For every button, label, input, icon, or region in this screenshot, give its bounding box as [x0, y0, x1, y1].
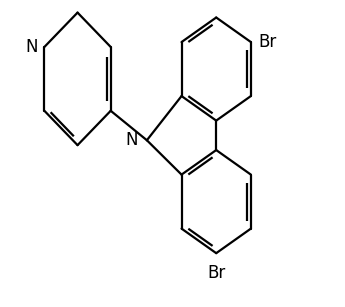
Text: Br: Br [207, 264, 225, 282]
Text: N: N [125, 131, 138, 149]
Text: N: N [26, 38, 38, 56]
Text: Br: Br [258, 33, 277, 51]
